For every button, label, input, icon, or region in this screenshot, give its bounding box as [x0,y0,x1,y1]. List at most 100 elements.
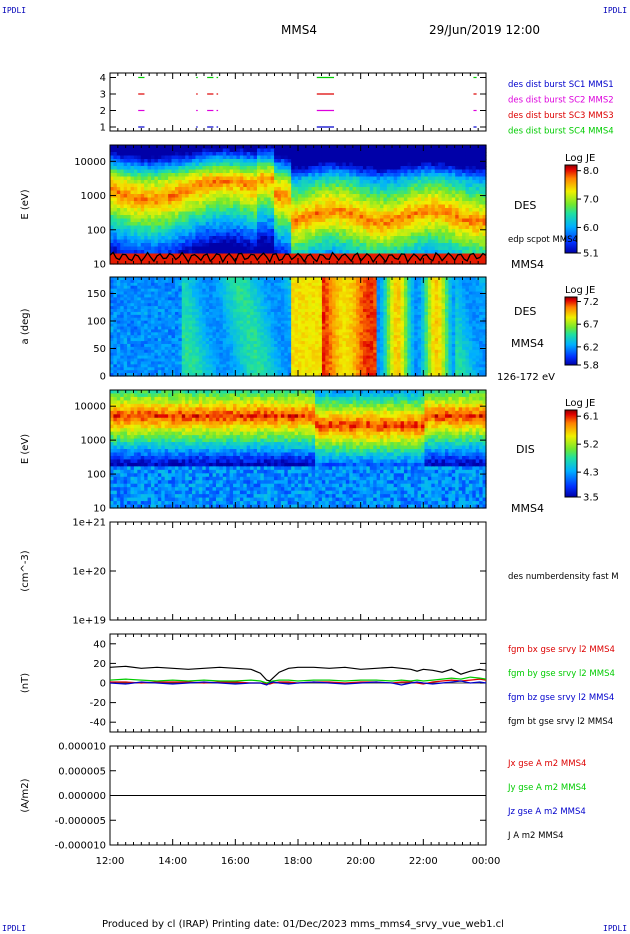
heatmap-cell [181,180,186,185]
heatmap-cell [181,338,186,342]
heatmap-cell [366,215,371,220]
heatmap-cell [345,201,350,206]
heatmap-cell [373,253,378,258]
heatmap-cell [202,364,207,368]
heatmap-cell [465,162,470,167]
heatmap-cell [133,291,138,296]
heatmap-cell [226,183,231,188]
heatmap-cell [373,145,378,150]
heatmap-cell [144,232,149,237]
heatmap-cell [161,155,166,160]
heatmap-cell [209,173,214,178]
heatmap-cell [195,288,200,293]
heatmap-cell [448,145,453,150]
heatmap-cell [215,236,220,241]
heatmap-cell [144,317,149,322]
heatmap-cell [188,294,193,298]
heatmap-cell [304,211,309,216]
heatmap-cell [140,194,145,199]
heatmap-cell [284,180,289,185]
heatmap-cell [335,229,340,234]
heatmap-cell [332,236,337,241]
heatmap-cell [315,190,320,195]
heatmap-cell [362,162,367,167]
heatmap-cell [171,257,176,262]
heatmap-cell [157,314,162,319]
heatmap-cell [113,250,118,255]
heatmap-cell [458,253,463,258]
heatmap-cell [219,173,224,178]
heatmap-cell [277,155,282,160]
heatmap-cell [438,260,443,265]
heatmap-cell [250,201,255,206]
heatmap-cell [161,148,166,153]
heatmap-cell [383,180,388,185]
heatmap-cell [260,183,265,188]
heatmap-cell [321,250,326,255]
heatmap-cell [233,166,238,171]
heatmap-cell [267,229,272,234]
heatmap-cell [376,162,381,167]
heatmap-cell [321,169,326,174]
heatmap-cell [144,364,149,368]
heatmap-cell [154,346,159,351]
heatmap-cell [369,260,374,265]
heatmap-cell [233,180,238,185]
heatmap-cell [174,291,179,296]
heatmap-cell [195,253,200,258]
heatmap-cell [356,162,361,167]
heatmap-cell [298,180,303,185]
heatmap-cell [154,190,159,195]
heatmap-cell [222,229,227,234]
heatmap-cell [475,253,480,258]
heatmap-cell [195,239,200,244]
heatmap-cell [113,349,118,354]
heatmap-cell [185,229,190,234]
heatmap-cell [202,229,207,234]
heatmap-cell [151,338,156,342]
heatmap-cell [198,373,203,377]
heatmap-cell [181,341,186,345]
heatmap-cell [116,155,121,160]
heatmap-cell [277,253,282,258]
heatmap-cell [298,148,303,153]
heatmap-cell [192,253,197,258]
heatmap-cell [291,201,296,206]
heatmap-cell [444,246,449,251]
heatmap-cell [393,204,398,209]
heatmap-cell [188,204,193,209]
heatmap-cell [298,183,303,188]
heatmap-cell [400,190,405,195]
heatmap-cell [277,243,282,248]
heatmap-cell [188,208,193,213]
heatmap-cell [154,194,159,199]
heatmap-cell [161,346,166,351]
heatmap-cell [424,246,429,251]
heatmap-cell [130,361,135,365]
heatmap-cell [137,232,142,237]
heatmap-cell [294,148,299,153]
heatmap-cell [123,173,128,178]
heatmap-cell [205,309,210,313]
heatmap-cell [192,243,197,248]
heatmap-cell [462,159,467,164]
heatmap-cell [274,215,279,220]
heatmap-cell [475,166,480,171]
heatmap-cell [127,370,132,374]
heatmap-cell [192,349,197,354]
heatmap-cell [209,204,214,209]
heatmap-cell [475,152,480,157]
heatmap-cell [116,332,121,336]
heatmap-cell [137,197,142,202]
heatmap-cell [397,232,402,237]
heatmap-cell [373,239,378,244]
heatmap-cell [168,215,173,220]
heatmap-cell [349,197,354,202]
heatmap-cell [116,279,121,284]
heatmap-cell [284,190,289,195]
heatmap-cell [174,190,179,195]
heatmap-cell [345,236,350,241]
heatmap-cell [161,309,166,313]
heatmap-cell [127,332,132,336]
heatmap-cell [417,208,422,213]
